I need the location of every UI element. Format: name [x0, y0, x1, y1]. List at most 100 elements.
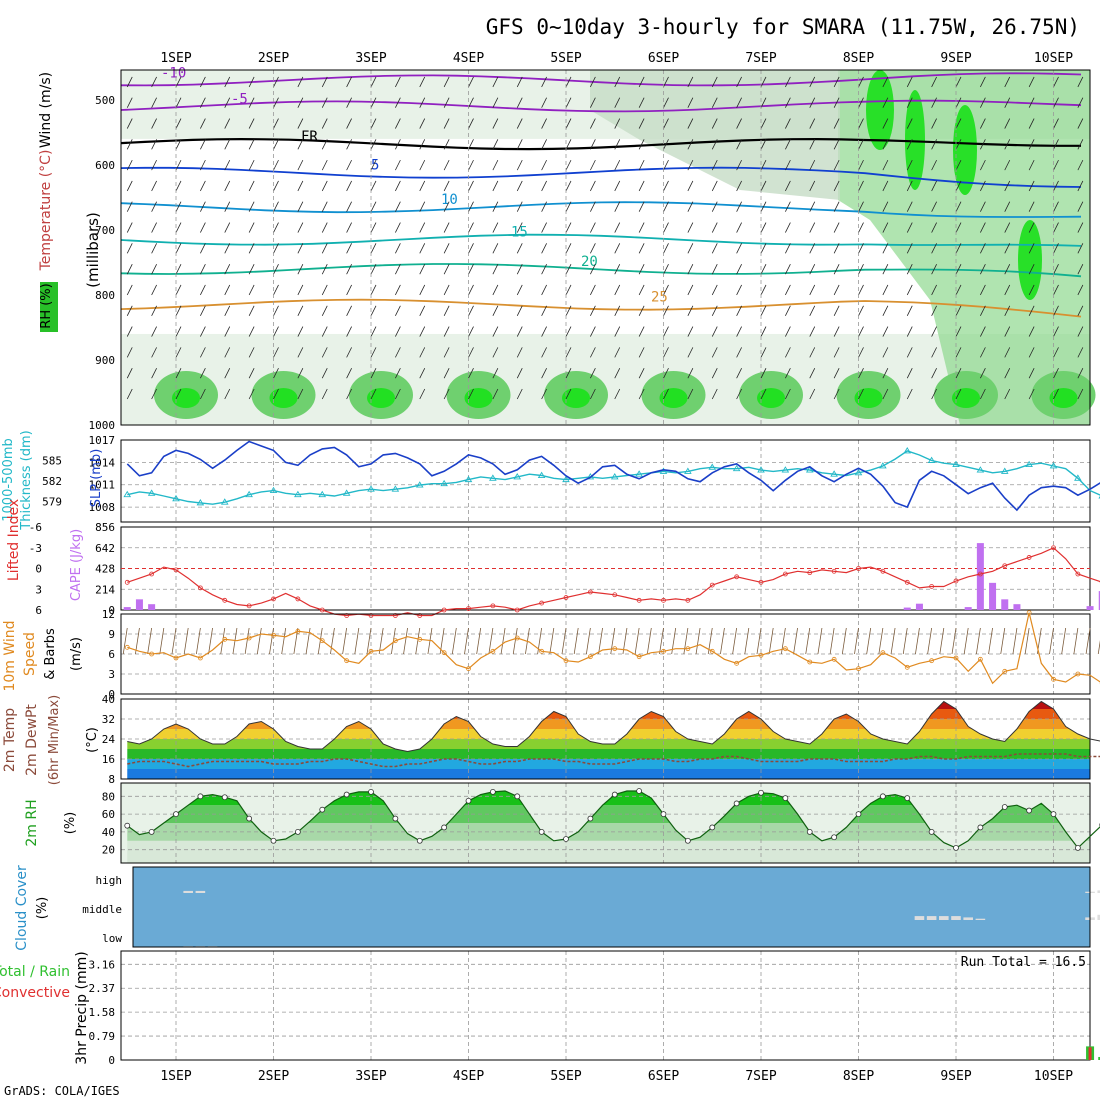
thickness-point [269, 486, 278, 494]
wind-barb [464, 627, 469, 655]
lifted-index-label: Lifted Index [6, 499, 22, 581]
wind-speed-point [197, 655, 203, 661]
isotherm-line [120, 263, 1082, 278]
wind-barb [122, 627, 128, 655]
wind-barb [565, 305, 572, 316]
wind-barb [614, 159, 621, 171]
temp-label-4: (°C) [85, 727, 100, 753]
wind-barb [126, 284, 133, 296]
wind-barb [760, 118, 767, 129]
lifted-index-point [1002, 563, 1008, 569]
moist-aloft-region [590, 70, 840, 200]
saturated-cell [905, 90, 925, 190]
cape-bar [915, 603, 923, 610]
wind-barb [297, 139, 304, 150]
wind-barb [634, 627, 640, 655]
wind-barb [492, 222, 499, 233]
thickness-point [172, 494, 180, 502]
wind-barb [1053, 201, 1059, 212]
wind-barb [1053, 222, 1059, 233]
wind-barb [395, 368, 401, 379]
wind-barb [1012, 627, 1018, 655]
wind-barb [516, 159, 523, 171]
wind-barb [890, 627, 896, 655]
wind-barb [711, 305, 718, 316]
wind-barb [200, 159, 206, 171]
wind-barb [516, 201, 523, 212]
cape-bar [148, 604, 156, 610]
wind-barb [565, 201, 572, 212]
cloud-level-label: middle [82, 903, 122, 916]
rh-tick-label: 60 [102, 808, 115, 821]
wind-barb [785, 326, 791, 337]
cape-bar [1086, 606, 1094, 610]
wind-barb [224, 201, 231, 212]
wind-barb [980, 180, 986, 192]
slp-tick-label: 1017 [89, 434, 116, 447]
wind-barb [126, 347, 133, 358]
wind-speed-point [392, 638, 398, 644]
isotherm-label: -10 [161, 65, 186, 81]
precip-ylabel: 3hr Precip (mm) [74, 951, 90, 1064]
wind-barb [663, 388, 669, 400]
wind-barb [1028, 243, 1035, 254]
wind-barb [541, 388, 547, 400]
wind-speed-point [319, 638, 325, 644]
wind-barb [516, 284, 523, 296]
wind-barb [183, 627, 189, 655]
wind-barb [931, 347, 937, 358]
wind-barb [833, 388, 840, 400]
wind-barb [663, 201, 669, 212]
wind-barb [736, 347, 742, 358]
wind-barb [565, 76, 572, 88]
wind-barb [200, 305, 206, 316]
wind-barb [598, 627, 603, 655]
wind-barb [1028, 347, 1035, 358]
wind-barb [126, 76, 133, 88]
wind-barb [1077, 222, 1084, 233]
lifted-index-point [124, 579, 130, 585]
wind-barb [906, 201, 913, 212]
wind-barb [541, 159, 547, 171]
wind-barb [736, 201, 742, 212]
thickness-point [952, 460, 960, 468]
wind-barb [419, 97, 426, 108]
wind-barb [785, 347, 791, 358]
rh-tick-label: 80 [102, 790, 115, 803]
wind-barb [200, 139, 206, 150]
wind-barb [370, 118, 377, 129]
wind-barb [809, 76, 816, 88]
cloud-level-label: low [102, 932, 122, 945]
wind-barb [175, 159, 182, 171]
wind-barb [175, 201, 182, 212]
temp-band [127, 769, 1090, 779]
wind-barb [468, 139, 474, 150]
cloud-bar [939, 916, 949, 920]
wind-barb [516, 305, 523, 316]
wind-barb [1049, 627, 1054, 655]
wind-barb [151, 284, 157, 296]
thickness-point [537, 471, 546, 478]
wind-barb [590, 139, 596, 150]
wind-barb [1077, 76, 1084, 88]
rh-point [660, 811, 667, 818]
wind-speed-point [807, 659, 813, 665]
thickness-point [610, 473, 619, 480]
thickness-point [976, 466, 985, 473]
profile-rh-label: RH (%) [39, 283, 54, 328]
wind-barb [151, 97, 157, 108]
wind-barb [980, 97, 986, 108]
wind-barb [882, 284, 889, 296]
wind-barb [736, 118, 742, 129]
wind-barb [492, 76, 499, 88]
wind-barb [200, 388, 206, 400]
wind-barb [683, 627, 689, 655]
wind-tick-label: 3 [108, 668, 115, 681]
wind-barb [321, 159, 328, 171]
wind-barb [516, 326, 523, 337]
wind-barb [273, 326, 279, 337]
wind-barb [126, 368, 133, 379]
wind-barb [370, 159, 377, 171]
wind-barb [882, 368, 889, 379]
li-tick-label: -6 [29, 521, 42, 534]
